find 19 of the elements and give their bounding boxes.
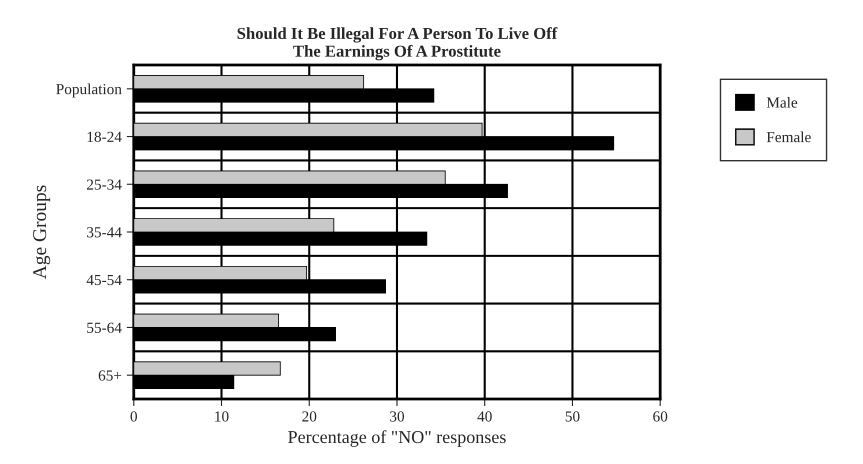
chart-title: Should It Be Illegal For A Person To Live Off The Earnings Of A Prostitute [238,27,558,60]
x-tick-label: 0 [130,411,137,422]
y-tick-label: 25-34 [86,179,122,190]
y-tick-label: Population [56,84,122,98]
x-tick-label: 60 [653,411,668,422]
x-tick-label: 20 [302,411,316,422]
y-tick-label: 45-54 [86,274,122,286]
x-tick-label: 10 [215,411,229,422]
x-tick-label: 40 [477,411,492,422]
legend-label: Male [766,96,798,108]
y-tick-label: 65+ [98,370,122,381]
y-tick-label: 55-64 [87,322,122,333]
y-tick-label: 18-24 [88,132,122,142]
y-tick-label: 35-44 [87,227,122,238]
x-axis-title: Percentage of "NO" responses [288,430,506,447]
legend-label: Female [766,132,811,142]
x-tick-label: 30 [390,411,404,422]
x-tick-label: 50 [566,411,580,422]
y-axis-title: Age Groups [33,185,50,280]
